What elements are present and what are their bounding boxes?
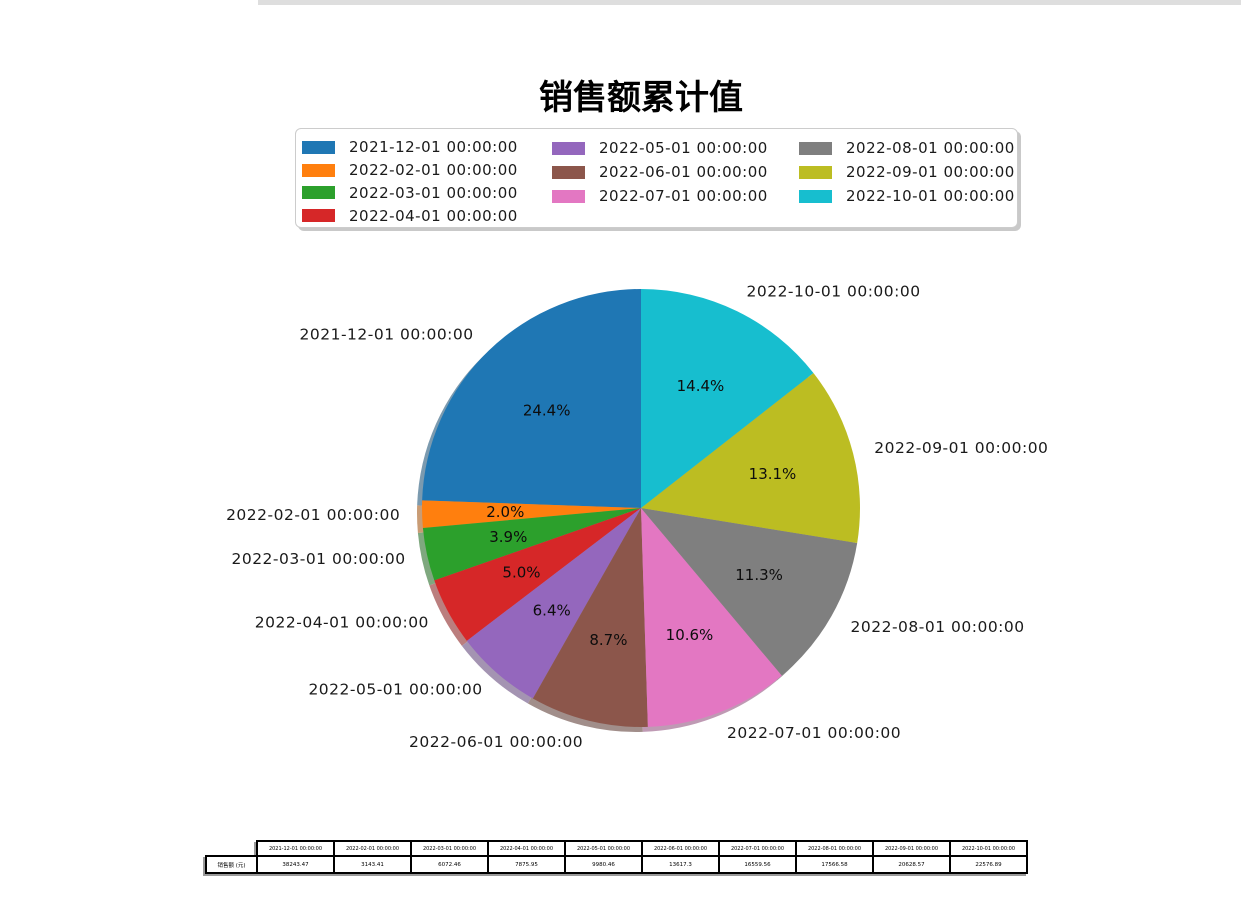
legend-swatch-icon bbox=[799, 141, 832, 155]
table-value-cell: 9980.46 bbox=[564, 855, 643, 874]
table-value-cell: 17566.58 bbox=[795, 855, 874, 874]
pie-slice bbox=[532, 508, 648, 727]
legend-label: 2022-07-01 00:00:00 bbox=[599, 187, 768, 205]
pie-percent-label: 6.4% bbox=[533, 601, 571, 619]
pie-category-label: 2022-03-01 00:00:00 bbox=[231, 550, 405, 568]
table-header-cell: 2022-06-01 00:00:00 bbox=[641, 840, 720, 857]
legend-swatch-icon bbox=[799, 189, 832, 203]
legend-label: 2022-03-01 00:00:00 bbox=[349, 183, 518, 202]
legend-item: 2022-04-01 00:00:00 bbox=[302, 204, 552, 227]
table-header-row: 2021-12-01 00:00:00 2022-02-01 00:00:00 20… bbox=[206, 840, 1028, 857]
table-value-cell: 38243.47 bbox=[256, 855, 335, 874]
pie-slice bbox=[641, 508, 782, 727]
chart-title: 销售额累计值 bbox=[539, 78, 743, 118]
table-header-cell: 2022-03-01 00:00:00 bbox=[410, 840, 489, 857]
legend-item: 2022-05-01 00:00:00 bbox=[552, 136, 799, 160]
pie-category-label: 2022-08-01 00:00:00 bbox=[851, 618, 1025, 636]
table-header-cell: 2022-04-01 00:00:00 bbox=[487, 840, 566, 857]
pie-category-label: 2022-09-01 00:00:00 bbox=[874, 439, 1048, 457]
legend-item: 2022-06-01 00:00:00 bbox=[552, 160, 799, 184]
legend: 2021-12-01 00:00:00 2022-02-01 00:00:00 20… bbox=[295, 128, 1018, 228]
table-value-cell: 3143.41 bbox=[333, 855, 412, 874]
pie-percent-label: 10.6% bbox=[666, 626, 714, 644]
legend-swatch-icon bbox=[552, 189, 585, 203]
table-header-cell: 2022-05-01 00:00:00 bbox=[564, 840, 643, 857]
pie-slice bbox=[641, 508, 858, 676]
pie-category-label: 2022-02-01 00:00:00 bbox=[226, 506, 400, 524]
pie-percent-label: 3.9% bbox=[489, 528, 527, 546]
pie-percent-label: 13.1% bbox=[749, 465, 797, 483]
pie-slice bbox=[422, 289, 641, 508]
pie-slice bbox=[434, 508, 641, 641]
pie-slice bbox=[641, 373, 860, 544]
pie-percent-label: 24.4% bbox=[523, 401, 571, 419]
pie-slice bbox=[422, 508, 641, 581]
legend-column: 2022-05-01 00:00:00 2022-06-01 00:00:00 20… bbox=[552, 136, 799, 227]
pie-category-label: 2022-06-01 00:00:00 bbox=[409, 733, 583, 751]
table-value-cell: 13617.3 bbox=[641, 855, 720, 874]
legend-column: 2022-08-01 00:00:00 2022-09-01 00:00:00 20… bbox=[799, 136, 1014, 227]
legend-item: 2022-03-01 00:00:00 bbox=[302, 182, 552, 205]
legend-swatch-icon bbox=[799, 165, 832, 179]
legend-label: 2021-12-01 00:00:00 bbox=[349, 138, 518, 157]
legend-item: 2022-08-01 00:00:00 bbox=[799, 136, 1014, 160]
table-corner-cell bbox=[206, 841, 257, 856]
legend-item: 2022-07-01 00:00:00 bbox=[552, 184, 799, 208]
legend-label: 2022-02-01 00:00:00 bbox=[349, 161, 518, 180]
pie-percent-label: 14.4% bbox=[677, 377, 725, 395]
pie-percent-label: 11.3% bbox=[735, 566, 783, 584]
legend-label: 2022-04-01 00:00:00 bbox=[349, 206, 518, 225]
pie-category-label: 2022-10-01 00:00:00 bbox=[746, 282, 920, 300]
table-header-cell: 2022-02-01 00:00:00 bbox=[333, 840, 412, 857]
pie-slice bbox=[421, 500, 641, 528]
legend-label: 2022-08-01 00:00:00 bbox=[846, 139, 1015, 157]
pie-percent-label: 5.0% bbox=[502, 563, 540, 581]
legend-swatch-icon bbox=[552, 165, 585, 179]
legend-item: 2022-10-01 00:00:00 bbox=[799, 184, 1014, 208]
table-header-cell: 2021-12-01 00:00:00 bbox=[256, 840, 335, 857]
table-value-cell: 6072.46 bbox=[410, 855, 489, 874]
pie-slice bbox=[641, 289, 814, 508]
legend-swatch-icon bbox=[302, 140, 335, 154]
legend-label: 2022-06-01 00:00:00 bbox=[599, 163, 768, 181]
legend-label: 2022-10-01 00:00:00 bbox=[846, 187, 1015, 205]
table-value-cell: 7875.95 bbox=[487, 855, 566, 874]
top-border-bar bbox=[258, 0, 1241, 5]
pie-category-label: 2021-12-01 00:00:00 bbox=[300, 326, 474, 344]
sales-table: 2021-12-01 00:00:00 2022-02-01 00:00:00 20… bbox=[205, 840, 1028, 874]
legend-label: 2022-09-01 00:00:00 bbox=[846, 163, 1015, 181]
table-header-cell: 2022-07-01 00:00:00 bbox=[718, 840, 797, 857]
table-value-row: 销售额 (元) 38243.47 3143.41 6072.46 7875.95 998… bbox=[205, 855, 1028, 874]
legend-swatch-icon bbox=[302, 186, 335, 200]
pie-category-label: 2022-07-01 00:00:00 bbox=[727, 724, 901, 742]
pie-percent-label: 2.0% bbox=[486, 503, 524, 521]
table-value-cell: 16559.56 bbox=[718, 855, 797, 874]
legend-swatch-icon bbox=[552, 141, 585, 155]
pie-category-label: 2022-04-01 00:00:00 bbox=[255, 613, 429, 631]
table-value-cell: 20628.57 bbox=[872, 855, 951, 874]
legend-item: 2022-09-01 00:00:00 bbox=[799, 160, 1014, 184]
legend-label: 2022-05-01 00:00:00 bbox=[599, 139, 768, 157]
pie-slice bbox=[466, 508, 641, 699]
table-header-cell: 2022-09-01 00:00:00 bbox=[872, 840, 951, 857]
legend-column: 2021-12-01 00:00:00 2022-02-01 00:00:00 20… bbox=[302, 136, 552, 227]
pie-category-label: 2022-05-01 00:00:00 bbox=[308, 680, 482, 698]
table-value-cell: 22576.89 bbox=[949, 855, 1028, 874]
legend-item: 2022-02-01 00:00:00 bbox=[302, 159, 552, 182]
legend-item: 2021-12-01 00:00:00 bbox=[302, 136, 552, 159]
table-row-label: 销售额 (元) bbox=[205, 855, 258, 874]
table-header-cell: 2022-08-01 00:00:00 bbox=[795, 840, 874, 857]
legend-swatch-icon bbox=[302, 209, 335, 223]
pie-percent-label: 8.7% bbox=[589, 631, 627, 649]
table-header-cell: 2022-10-01 00:00:00 bbox=[949, 840, 1028, 857]
sales-data-table: 2021-12-01 00:00:00 2022-02-01 00:00:00 20… bbox=[205, 840, 1028, 874]
legend-swatch-icon bbox=[302, 163, 335, 177]
